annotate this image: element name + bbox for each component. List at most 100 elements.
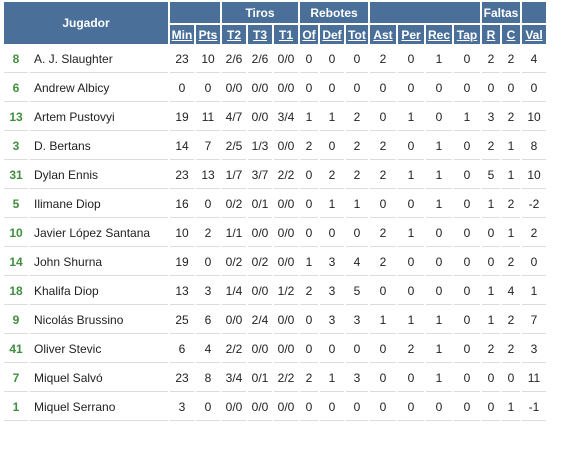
stat-r: 2 <box>482 46 500 73</box>
stat-ast: 0 <box>370 394 396 421</box>
stat-r: 3 <box>482 104 500 131</box>
column-header-pts[interactable]: Pts <box>196 25 220 44</box>
stat-of: 0 <box>300 191 318 218</box>
stat-t3: 0/0 <box>248 394 272 421</box>
player-row: 41 Oliver Stevic 6 4 2/2 0/0 0/0 0 0 0 0 2 1 0 2 2 3 <box>4 336 546 363</box>
stat-per: 0 <box>398 133 424 160</box>
player-number: 6 <box>4 75 28 102</box>
stat-val: 7 <box>522 307 546 334</box>
column-header-val[interactable]: Val <box>522 25 546 44</box>
stat-r: 0 <box>482 249 500 276</box>
stat-per: 1 <box>398 220 424 247</box>
stat-tot: 0 <box>346 336 368 363</box>
stat-t2: 0/0 <box>222 307 246 334</box>
stat-rec: 1 <box>426 307 452 334</box>
stat-t1: 0/0 <box>274 191 298 218</box>
stat-def: 3 <box>320 278 344 305</box>
stat-min: 14 <box>170 133 194 160</box>
player-name: Miquel Serrano <box>30 394 168 421</box>
column-header-t2[interactable]: T2 <box>222 25 246 44</box>
header-jugador[interactable]: Jugador <box>4 2 168 44</box>
stat-rec: 0 <box>426 104 452 131</box>
player-name: Nicolás Brussino <box>30 307 168 334</box>
stat-c: 0 <box>502 365 520 392</box>
stat-r: 0 <box>482 220 500 247</box>
header-blank-1 <box>170 2 220 23</box>
stat-t3: 2/6 <box>248 46 272 73</box>
stat-ast: 0 <box>370 191 396 218</box>
player-row: 10 Javier López Santana 10 2 1/1 0/0 0/0 0 0 0 2 1 0… <box>4 220 546 247</box>
stat-val: 8 <box>522 133 546 160</box>
stat-rec: 1 <box>426 365 452 392</box>
column-header-tot[interactable]: Tot <box>346 25 368 44</box>
stat-t2: 1/4 <box>222 278 246 305</box>
stat-t3: 0/0 <box>248 278 272 305</box>
stat-ast: 2 <box>370 46 396 73</box>
stat-ast: 2 <box>370 133 396 160</box>
stat-pts: 0 <box>196 75 220 102</box>
player-row: 31 Dylan Ennis 23 13 1/7 3/7 2/2 0 2 2 2 1 1 0 5 1 10 <box>4 162 546 189</box>
player-row: 3 D. Bertans 14 7 2/5 1/3 0/0 2 0 2 2 0 1 0 2 1 8 <box>4 133 546 160</box>
player-number: 3 <box>4 133 28 160</box>
stat-tap: 0 <box>454 365 480 392</box>
stat-min: 6 <box>170 336 194 363</box>
stat-per: 0 <box>398 394 424 421</box>
column-header-c[interactable]: C <box>502 25 520 44</box>
stat-of: 0 <box>300 162 318 189</box>
stat-rec: 1 <box>426 162 452 189</box>
column-header-tap[interactable]: Tap <box>454 25 480 44</box>
stat-tap: 0 <box>454 307 480 334</box>
player-name: D. Bertans <box>30 133 168 160</box>
stat-tot: 3 <box>346 365 368 392</box>
stat-of: 2 <box>300 278 318 305</box>
column-header-of[interactable]: Of <box>300 25 318 44</box>
stat-c: 1 <box>502 220 520 247</box>
stat-val: 3 <box>522 336 546 363</box>
stat-min: 23 <box>170 46 194 73</box>
column-header-per[interactable]: Per <box>398 25 424 44</box>
stat-t2: 2/5 <box>222 133 246 160</box>
player-row: 5 Ilimane Diop 16 0 0/2 0/1 0/0 0 1 1 0 0 1 0 1 2 -2 <box>4 191 546 218</box>
stat-per: 0 <box>398 365 424 392</box>
player-row: 8 A. J. Slaughter 23 10 2/6 2/6 0/0 0 0 0 2 0 1 0 2 2 4 <box>4 46 546 73</box>
stat-t2: 4/7 <box>222 104 246 131</box>
stat-of: 0 <box>300 307 318 334</box>
stat-pts: 3 <box>196 278 220 305</box>
header-group-tiros: Tiros <box>222 2 298 23</box>
stat-tap: 0 <box>454 46 480 73</box>
player-row: 7 Miquel Salvó 23 8 3/4 0/1 2/2 2 1 3 0 0 1 0 0 0 11 <box>4 365 546 392</box>
stat-tot: 2 <box>346 133 368 160</box>
stat-val: 10 <box>522 104 546 131</box>
column-header-r[interactable]: R <box>482 25 500 44</box>
stat-c: 1 <box>502 162 520 189</box>
stat-val: 0 <box>522 75 546 102</box>
stat-t1: 1/2 <box>274 278 298 305</box>
player-number: 14 <box>4 249 28 276</box>
stat-t1: 0/0 <box>274 75 298 102</box>
stat-val: 0 <box>522 249 546 276</box>
column-header-ast[interactable]: Ast <box>370 25 396 44</box>
column-header-t3[interactable]: T3 <box>248 25 272 44</box>
player-row: 13 Artem Pustovyi 19 11 4/7 0/0 3/4 1 1 2 0 1 0 1 3 2 10 <box>4 104 546 131</box>
stat-def: 1 <box>320 191 344 218</box>
column-header-t1[interactable]: T1 <box>274 25 298 44</box>
stat-r: 0 <box>482 75 500 102</box>
stat-rec: 0 <box>426 278 452 305</box>
column-header-min[interactable]: Min <box>170 25 194 44</box>
stat-t1: 0/0 <box>274 46 298 73</box>
stat-rec: 1 <box>426 336 452 363</box>
player-row: 1 Miquel Serrano 3 0 0/0 0/0 0/0 0 0 0 0 0 0 0 0 1 -1 <box>4 394 546 421</box>
stat-pts: 2 <box>196 220 220 247</box>
stat-ast: 2 <box>370 220 396 247</box>
box-score-table: Jugador Tiros Rebotes Faltas Min Pts T2 T3 T… <box>2 0 548 423</box>
player-number: 18 <box>4 278 28 305</box>
player-name: Andrew Albicy <box>30 75 168 102</box>
stat-min: 19 <box>170 104 194 131</box>
column-header-def[interactable]: Def <box>320 25 344 44</box>
stat-pts: 11 <box>196 104 220 131</box>
stat-tot: 2 <box>346 104 368 131</box>
player-number: 7 <box>4 365 28 392</box>
column-header-rec[interactable]: Rec <box>426 25 452 44</box>
stat-tot: 1 <box>346 191 368 218</box>
stat-per: 0 <box>398 278 424 305</box>
